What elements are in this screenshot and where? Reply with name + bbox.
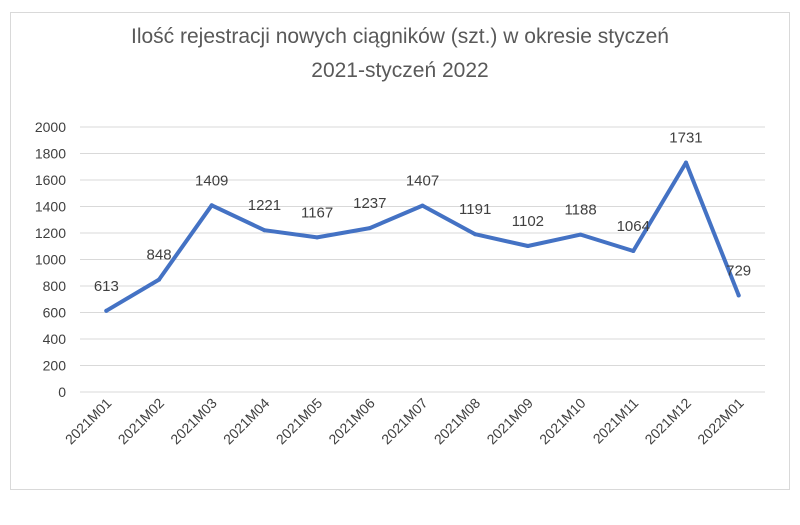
x-tick-label: 2021M09 bbox=[483, 395, 536, 448]
x-tick-label: 2021M02 bbox=[115, 395, 168, 448]
data-label: 1409 bbox=[195, 172, 228, 189]
x-tick-label: 2021M01 bbox=[62, 395, 115, 448]
x-tick-label: 2021M04 bbox=[220, 395, 273, 448]
data-point bbox=[683, 160, 688, 165]
data-label: 1102 bbox=[512, 213, 544, 230]
data-point bbox=[157, 277, 162, 282]
x-tick-label: 2021M12 bbox=[641, 395, 694, 448]
x-tick-label: 2021M11 bbox=[590, 395, 642, 447]
y-tick-label: 600 bbox=[43, 305, 67, 321]
data-point bbox=[473, 232, 478, 237]
y-tick-label: 400 bbox=[43, 331, 67, 347]
x-tick-label: 2021M08 bbox=[431, 395, 484, 448]
data-label: 1221 bbox=[248, 197, 281, 214]
y-tick-label: 0 bbox=[58, 384, 66, 400]
data-label: 1064 bbox=[617, 218, 650, 235]
y-tick-label: 2000 bbox=[35, 119, 66, 135]
chart-title-line-2: 2021-styczeń 2022 bbox=[311, 59, 489, 82]
y-tick-label: 800 bbox=[43, 278, 67, 294]
data-label: 729 bbox=[726, 262, 751, 279]
data-label: 1191 bbox=[459, 201, 491, 218]
x-tick-label: 2021M07 bbox=[378, 395, 431, 448]
data-point bbox=[631, 249, 636, 254]
x-tick-label: 2021M06 bbox=[325, 395, 378, 448]
data-point bbox=[736, 293, 741, 298]
data-point bbox=[578, 232, 583, 237]
data-point bbox=[209, 203, 214, 208]
y-tick-label: 200 bbox=[43, 358, 67, 374]
x-tick-label: 2021M05 bbox=[273, 395, 326, 448]
data-label: 1731 bbox=[669, 130, 702, 147]
data-point bbox=[525, 243, 530, 248]
data-point bbox=[104, 308, 109, 313]
data-point bbox=[367, 226, 372, 231]
chart-title-line-1: Ilość rejestracji nowych ciągników (szt.… bbox=[130, 25, 669, 48]
y-tick-label: 1600 bbox=[35, 172, 66, 188]
chart-title: Ilość rejestracji nowych ciągników (szt.… bbox=[0, 20, 800, 88]
x-tick-label: 2022M01 bbox=[694, 395, 747, 448]
y-tick-label: 1200 bbox=[35, 225, 66, 241]
x-tick-label: 2021M10 bbox=[536, 395, 589, 448]
data-label: 1237 bbox=[353, 195, 386, 212]
data-label: 613 bbox=[94, 278, 119, 295]
data-point bbox=[262, 228, 267, 233]
data-label: 1167 bbox=[301, 204, 333, 221]
y-tick-label: 1000 bbox=[35, 252, 66, 268]
x-tick-label: 2021M03 bbox=[167, 395, 220, 448]
y-tick-label: 1800 bbox=[35, 146, 66, 162]
data-label: 1188 bbox=[564, 202, 596, 219]
data-label: 848 bbox=[147, 247, 172, 264]
y-tick-label: 1400 bbox=[35, 199, 66, 215]
data-point bbox=[315, 235, 320, 240]
data-label: 1407 bbox=[406, 173, 439, 190]
chart-frame bbox=[10, 12, 790, 490]
data-point bbox=[420, 203, 425, 208]
